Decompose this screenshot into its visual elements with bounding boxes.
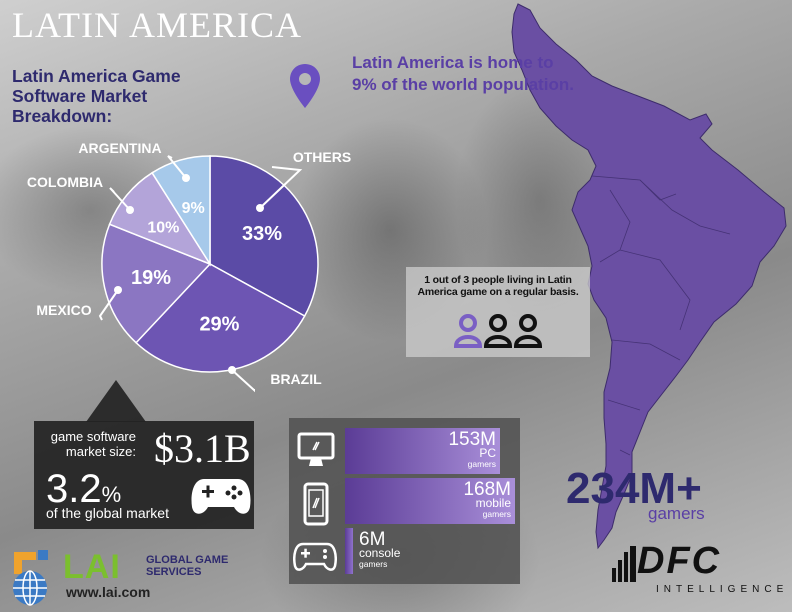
callout-line — [259, 166, 303, 209]
platform-value: 168M — [463, 479, 511, 500]
lai-services: GLOBAL GAME SERVICES — [146, 554, 228, 578]
pie-slice-brazil — [135, 263, 306, 373]
dfc-logo-sub: INTELLIGENCE — [656, 584, 789, 595]
monitor-icon — [297, 432, 335, 466]
gamers-ratio-callout: 1 out of 3 people living in Latin Americ… — [406, 267, 590, 357]
callout-line — [109, 187, 131, 211]
platform-value: 6M — [359, 529, 386, 550]
lai-services-line2: SERVICES — [146, 566, 202, 578]
market-size-callout: game software market size: $3.1B 3.2% of… — [34, 421, 254, 529]
total-gamers-label: gamers — [648, 504, 705, 523]
speech-tail — [86, 380, 146, 422]
platform-sub: gamers — [482, 509, 511, 519]
lai-services-line1: GLOBAL GAME — [146, 554, 229, 566]
pie-category-label: BRAZIL — [270, 371, 322, 387]
pie-category-label: OTHERS — [293, 149, 351, 165]
platform-breakdown: 153M PC gamers 168M mobile gamers 6M console gam… — [289, 418, 520, 584]
platform-sub: gamers — [359, 559, 388, 569]
lai-logo-text: LAI — [63, 548, 121, 586]
global-share-value: 3.2 — [46, 467, 102, 511]
dfc-bars-logo — [612, 546, 636, 582]
pie-category-label: MEXICO — [36, 302, 91, 318]
global-share-symbol: % — [101, 482, 122, 507]
people-icon — [454, 314, 543, 348]
gamepad-icon — [191, 479, 251, 514]
lai-globe-logo — [13, 550, 48, 606]
pie-category-label: ARGENTINA — [78, 140, 161, 156]
platform-label: console — [359, 546, 401, 560]
pie-slice-argentina — [151, 155, 211, 267]
pie-value-label: 29% — [199, 314, 239, 336]
pie-category-label: COLOMBIA — [27, 174, 103, 190]
global-share: 3.2% — [46, 467, 121, 512]
pie-value-label: 19% — [131, 267, 171, 289]
population-note: Latin America is home to 9% of the world… — [352, 53, 574, 94]
page-title: LATIN AMERICA — [12, 5, 302, 45]
pie-value-label: 33% — [242, 223, 282, 245]
platform-bar-mobile: 168M mobile gamers — [345, 478, 515, 524]
phone-icon — [303, 482, 329, 526]
callout-line — [231, 369, 255, 393]
platform-label: PC — [479, 446, 496, 460]
market-size-label: game software market size: — [50, 429, 136, 459]
dfc-logo-text: DFC — [637, 540, 722, 582]
pie-slice-others — [209, 155, 319, 318]
platform-value: 153M — [448, 429, 496, 450]
callout-line — [167, 155, 187, 179]
callout-line — [98, 289, 119, 321]
global-share-label: of the global market — [46, 505, 169, 521]
market-size-value: $3.1B — [154, 426, 251, 471]
platform-bar-PC: 153M PC gamers — [345, 428, 500, 474]
platform-label: mobile — [475, 496, 511, 510]
total-gamers-value: 234M+ — [566, 464, 702, 513]
gamers-ratio-text: 1 out of 3 people living in Latin Americ… — [417, 274, 579, 298]
pie-value-label: 10% — [147, 219, 179, 236]
lai-url: www.lai.com — [66, 584, 151, 600]
console-controller-icon — [293, 542, 337, 571]
location-pin-icon — [290, 64, 320, 108]
chart-title: Latin America Game Software Market Break… — [12, 66, 181, 126]
platform-bar-console: 6M console gamers — [345, 528, 400, 574]
platform-sub: gamers — [467, 459, 496, 469]
pie-value-label: 9% — [182, 200, 205, 217]
